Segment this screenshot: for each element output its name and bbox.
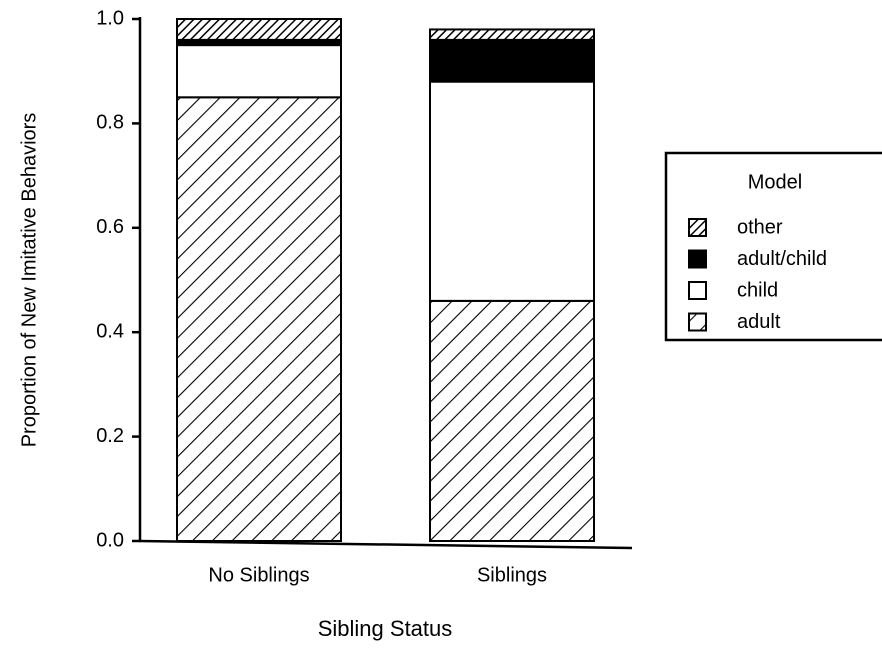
legend-swatch: [688, 249, 707, 269]
legend-label: adult/child: [737, 248, 827, 270]
legend-box: [664, 151, 882, 342]
y-tick-label: 0.6: [96, 216, 124, 238]
legend-label: child: [737, 279, 778, 301]
bar-segment: [176, 96, 342, 543]
bar-segment: [429, 80, 595, 302]
y-axis-label: Proportion of New Imitative Behaviors: [18, 113, 40, 448]
bar-segment: [429, 38, 595, 83]
x-axis: [138, 539, 633, 550]
legend-title: Model: [748, 171, 802, 193]
legend-label: adult: [737, 311, 781, 333]
x-tick-label: No Siblings: [208, 564, 309, 586]
bar-segment: [429, 299, 595, 542]
legend-swatch: [688, 312, 707, 332]
legend-label: other: [737, 216, 783, 238]
legend-swatch: [688, 281, 707, 300]
bar-segment: [176, 44, 342, 99]
y-tick-label: 0.8: [96, 112, 124, 134]
legend-swatch: [688, 218, 707, 237]
bar-segment: [429, 28, 595, 41]
y-tick-label: 0.0: [96, 529, 124, 551]
x-axis-label: Sibling Status: [318, 616, 453, 641]
y-tick-label: 0.2: [96, 425, 124, 447]
y-tick-label: 1.0: [96, 7, 124, 29]
y-tick-label: 0.4: [96, 320, 124, 342]
x-tick-label: Siblings: [477, 564, 547, 586]
bar-segment: [176, 18, 342, 41]
